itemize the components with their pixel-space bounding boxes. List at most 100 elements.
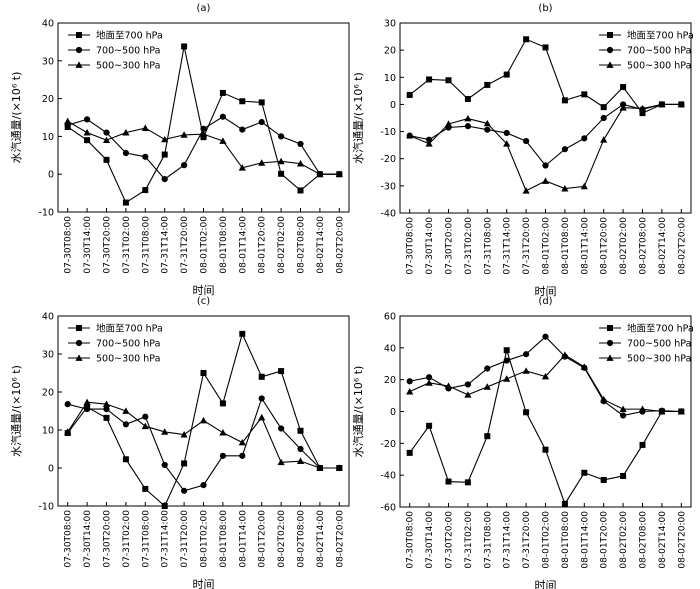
chart-panel-3: (c) -10 0 10 20 30 40 07-30T08:00 07-30T14:00 07-… [9, 296, 350, 589]
x-tick-label: 07-31T08:00 [483, 217, 493, 275]
data-point [200, 134, 207, 141]
data-point [542, 162, 549, 169]
x-tick-label: 08-02T02:00 [619, 217, 629, 275]
x-tick-label: 07-31T02:00 [122, 216, 132, 274]
x-tick-label: 07-30T08:00 [406, 511, 416, 569]
data-point [142, 485, 149, 492]
legend-marker [606, 354, 614, 361]
legend-label: 地面至700 hPa [627, 323, 694, 335]
y-tick-label: 10 [384, 73, 396, 84]
x-tick-label: 08-02T20:00 [677, 511, 687, 569]
y-axis-label: 水汽通量/(×10⁶ t) [9, 72, 23, 164]
x-tick-label: 07-31T14:00 [503, 217, 513, 275]
data-point [278, 425, 285, 432]
x-tick-label: 08-01T14:00 [580, 511, 590, 569]
panel-title: (a) [197, 3, 211, 14]
y-tick-label: 20 [384, 375, 396, 386]
data-point [122, 199, 129, 206]
legend-label: 地面至700 hPa [96, 30, 163, 42]
series-square [406, 347, 685, 507]
data-point [464, 479, 471, 486]
data-point [619, 405, 627, 412]
x-tick-label: 07-31T02:00 [464, 511, 474, 569]
data-point [426, 136, 433, 143]
x-tick-label: 08-02T08:00 [297, 216, 307, 274]
x-tick-label: 07-31T08:00 [141, 216, 151, 274]
data-point [297, 427, 304, 434]
data-point [580, 182, 588, 190]
data-point [180, 131, 188, 138]
x-tick-label: 08-01T08:00 [561, 217, 571, 275]
panel-title: (c) [197, 296, 210, 307]
data-point [142, 187, 149, 194]
data-point [483, 119, 491, 127]
x-tick-label: 08-02T20:00 [335, 216, 345, 274]
data-point [316, 170, 324, 178]
x-tick-label: 07-31T20:00 [180, 510, 190, 568]
data-point [239, 98, 246, 105]
x-tick-label: 08-02T14:00 [658, 217, 668, 275]
x-tick-label: 07-30T14:00 [83, 216, 93, 274]
data-point [600, 114, 607, 122]
data-point [426, 374, 433, 381]
data-point [503, 375, 511, 382]
data-point [103, 414, 110, 421]
data-point [561, 500, 568, 507]
data-point [335, 170, 343, 178]
x-tick-label: 07-31T14:00 [503, 511, 513, 569]
data-point [84, 406, 91, 413]
data-point [161, 151, 168, 158]
legend-label: 700~500 hPa [96, 46, 160, 57]
data-point [426, 76, 433, 83]
data-point [561, 97, 568, 104]
data-point [406, 388, 414, 395]
data-point [142, 413, 149, 420]
data-point [542, 446, 549, 453]
data-point [219, 429, 227, 436]
data-point [561, 146, 569, 153]
data-point [619, 104, 627, 111]
legend: 地面至700 hPa 700~500 hPa 500~300 hPa [68, 30, 163, 72]
x-tick-label: 08-02T08:00 [639, 511, 649, 569]
data-point [103, 156, 110, 163]
series-triangle [406, 100, 685, 194]
data-point [600, 395, 608, 403]
data-point [639, 441, 646, 448]
data-point [503, 129, 510, 137]
data-point [484, 433, 491, 440]
data-point [219, 89, 226, 96]
data-point [483, 383, 491, 390]
series-triangle [64, 117, 343, 178]
data-point [561, 351, 569, 358]
series-circle [406, 101, 685, 169]
data-point [181, 43, 188, 50]
legend-marker [607, 32, 613, 38]
data-point [278, 133, 285, 140]
data-point [278, 368, 285, 375]
data-point [541, 372, 550, 380]
series-triangle [406, 351, 685, 415]
y-tick-label: 40 [42, 312, 54, 323]
data-point [219, 137, 227, 144]
data-point [161, 176, 168, 183]
x-tick-label: 08-02T08:00 [639, 217, 649, 275]
data-point [239, 330, 246, 337]
y-tick-label: 0 [390, 100, 396, 111]
legend-label: 500~300 hPa [96, 354, 160, 365]
data-point [464, 123, 471, 130]
data-point [161, 428, 169, 435]
data-point [620, 84, 627, 91]
series-line [67, 397, 340, 492]
legend-marker [75, 339, 83, 347]
data-point [445, 77, 452, 84]
data-point [503, 347, 510, 354]
legend-label: 700~500 hPa [627, 46, 691, 57]
data-point [103, 406, 110, 413]
data-point [522, 367, 530, 374]
data-point [238, 438, 246, 446]
x-tick-label: 08-02T14:00 [316, 216, 326, 274]
data-point [122, 456, 129, 463]
data-point [296, 457, 305, 465]
x-tick-label: 07-31T20:00 [522, 511, 532, 569]
chart-panel-2: (b) -40 -30 -20 -10 0 10 20 30 07-30T08:00 07-30T1… [351, 3, 694, 298]
